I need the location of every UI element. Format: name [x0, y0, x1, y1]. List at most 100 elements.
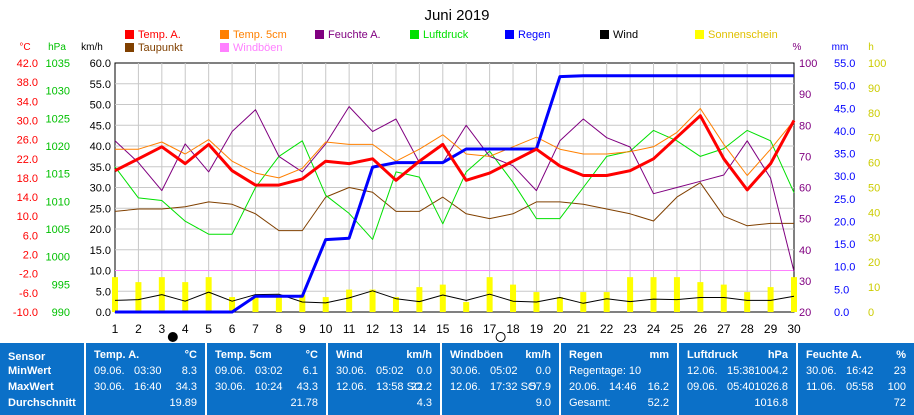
stats-cell: 72 [893, 397, 906, 409]
stats-cell: 1016.8 [754, 397, 788, 409]
stats-cell: 1026.8 [754, 381, 788, 393]
sunshine-bar [603, 292, 610, 312]
sunshine-bar [275, 294, 282, 312]
legend-label: Wind [613, 29, 638, 41]
panel-header: Temp. A. °C [94, 349, 197, 363]
stats-row: 1016.8 [687, 397, 788, 411]
panel-unit: % [896, 349, 906, 361]
stats-cell: 0.0 [416, 365, 432, 377]
sun-tick-label: 0 [868, 307, 874, 319]
stats-cell: 12.06. [336, 381, 367, 393]
stats-cell: 16:40 [134, 381, 162, 393]
temp-tick-label: 42.0 [17, 58, 38, 70]
stats-row: 11.06. 05:58 100 [806, 381, 906, 395]
wind-tick-label: 20.0 [90, 224, 111, 236]
stats-cell: 22.2 [410, 381, 432, 393]
stats-cell: 12.06. [687, 365, 718, 377]
legend-swatch [125, 30, 134, 39]
rain-tick-label: 35.0 [834, 149, 855, 161]
temp-tick-label: 10.0 [17, 211, 38, 223]
stats-cell: 21.78 [290, 397, 318, 409]
x-tick-label: 15 [436, 322, 450, 336]
sunshine-bar [510, 284, 517, 312]
sunshine-bar [791, 277, 797, 312]
statistics-table: Sensor MinWert MaxWert Durchschnitt Temp… [0, 343, 914, 415]
wind-tick-label: 55.0 [90, 79, 111, 91]
temp-tick-label: 38.0 [17, 77, 38, 89]
stats-row: 12.06. 13:58 SO 22.2 [336, 381, 432, 395]
legend-label: Regen [518, 29, 550, 41]
panel-unit: °C [305, 349, 318, 361]
stats-row: Gesamt: 52.2 [569, 397, 669, 411]
stats-cell: 8.3 [181, 365, 197, 377]
temp-tick-label: 34.0 [17, 96, 38, 108]
sun-tick-label: 80 [868, 108, 880, 120]
legend-swatch [410, 30, 419, 39]
sunshine-bar [182, 282, 189, 312]
x-tick-label: 28 [740, 322, 754, 336]
x-tick-label: 3 [158, 322, 165, 336]
wind-axis-unit: km/h [81, 42, 103, 53]
x-tick-label: 6 [229, 322, 236, 336]
x-tick-label: 7 [252, 322, 259, 336]
panel-unit: hPa [767, 349, 788, 361]
stats-cell: 43.3 [296, 381, 318, 393]
wind-tick-label: 60.0 [90, 58, 111, 70]
sunshine-bar [369, 289, 376, 312]
panel-unit: km/h [525, 349, 551, 361]
sun-tick-label: 20 [868, 257, 880, 269]
stats-cell: 09.06. [215, 365, 246, 377]
legend-label: Windböen [233, 42, 283, 54]
legend-label: Taupunkt [138, 42, 183, 54]
panel-title: Windböen [450, 349, 504, 361]
wind-tick-label: 5.0 [96, 286, 111, 298]
stats-cell: 30.06. [806, 365, 837, 377]
stats-cell: 30.06. [215, 381, 246, 393]
panel-header: Regen mm [569, 349, 669, 363]
series-line-temp-5cm [115, 108, 795, 179]
sun-tick-label: 70 [868, 133, 880, 145]
stats-row: Regentage: 10 [569, 365, 669, 379]
stats-row: 30.06. 05:02 0.0 [336, 365, 432, 379]
pressure-axis-unit: hPa [48, 42, 66, 53]
sunshine-bar [135, 282, 142, 312]
stats-cell: 20.06. [569, 381, 600, 393]
stats-row: 30.06. 10:24 43.3 [215, 381, 318, 395]
panel-title: Temp. 5cm [215, 349, 272, 361]
stats-row: 4.3 [336, 397, 432, 411]
sensor-header: Sensor [8, 351, 46, 363]
wind-tick-label: 10.0 [90, 266, 111, 278]
stats-cell: 57.9 [529, 381, 551, 393]
rain-tick-label: 10.0 [834, 262, 855, 274]
temp-tick-label: 26.0 [17, 135, 38, 147]
legend-label: Feuchte A. [328, 29, 381, 41]
sun-tick-label: 10 [868, 282, 880, 294]
legend-swatch [220, 43, 229, 52]
stats-cell: 34.3 [175, 381, 197, 393]
pressure-tick-label: 1010 [46, 196, 70, 208]
rain-axis-unit: mm [832, 42, 849, 53]
wind-tick-label: 50.0 [90, 100, 111, 112]
stats-row: 09.06. 03:02 6.1 [215, 365, 318, 379]
stats-cell: 16:42 [846, 365, 874, 377]
wind-tick-label: 0.0 [96, 307, 111, 319]
sunshine-bar [673, 277, 680, 312]
wind-tick-label: 15.0 [90, 245, 111, 257]
humidity-tick-label: 50 [799, 214, 811, 226]
axis-labels: 42.038.034.030.026.022.018.014.010.06.02… [13, 58, 886, 336]
sunshine-bar [744, 292, 751, 312]
humidity-tick-label: 40 [799, 245, 811, 257]
rain-tick-label: 50.0 [834, 81, 855, 93]
x-tick-label: 25 [670, 322, 684, 336]
sunshine-bar [392, 297, 399, 312]
stats-cell: 17:32 SO [490, 381, 537, 393]
pressure-tick-label: 1015 [46, 169, 70, 181]
panel-unit: °C [184, 349, 197, 361]
panel-header: Temp. 5cm °C [215, 349, 318, 363]
row-label-max: MaxWert [8, 381, 54, 393]
panel-title: Luftdruck [687, 349, 738, 361]
series-lines [114, 74, 796, 314]
x-tick-label: 18 [506, 322, 520, 336]
legend-label: Temp. A. [138, 29, 181, 41]
new-moon-icon [167, 332, 178, 342]
